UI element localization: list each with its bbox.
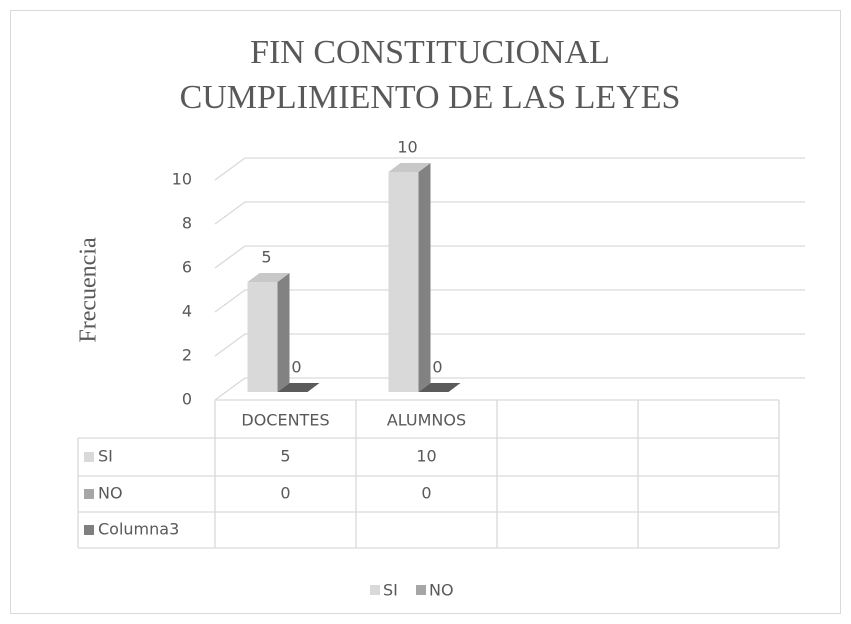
- grid-line: [214, 289, 805, 313]
- table-row-label: SI: [98, 447, 113, 466]
- x-tick-label: ALUMNOS: [387, 411, 466, 430]
- data-label: 10: [397, 138, 417, 157]
- chart-title: FIN CONSTITUCIONAL: [250, 34, 610, 71]
- table-cell: 10: [416, 447, 436, 466]
- table-legend-key: [84, 489, 94, 499]
- table-legend-key: [84, 452, 94, 462]
- bar-top: [247, 273, 290, 282]
- table-cell: 0: [280, 484, 290, 503]
- x-tick-label: DOCENTES: [241, 411, 329, 430]
- y-tick-label: 8: [182, 214, 192, 233]
- y-tick-label: 2: [182, 346, 192, 365]
- table-row-label: NO: [98, 484, 123, 503]
- bar: [247, 282, 278, 392]
- grid-line: [214, 201, 805, 225]
- bar: [388, 172, 419, 392]
- grid-line: [214, 157, 805, 181]
- data-label: 5: [261, 248, 271, 267]
- y-tick-label: 6: [182, 258, 192, 277]
- data-label: 0: [291, 358, 301, 377]
- table-cell: 5: [280, 447, 290, 466]
- y-axis-label: Frecuencia: [76, 237, 102, 343]
- bar-top: [277, 383, 320, 392]
- legend-label: NO: [429, 581, 454, 600]
- legend-key: [370, 585, 380, 595]
- bar-side: [418, 163, 431, 392]
- bar-top: [418, 383, 461, 392]
- data-label: 0: [432, 358, 442, 377]
- grid-line: [214, 245, 805, 269]
- table-cell: 0: [421, 484, 431, 503]
- y-tick-label: 10: [172, 170, 192, 189]
- bar-side: [277, 273, 290, 392]
- y-tick-label: 4: [182, 302, 192, 321]
- y-tick-label: 0: [182, 390, 192, 409]
- table-row-label: Columna3: [98, 520, 179, 539]
- chart-title: CUMPLIMIENTO DE LAS LEYES: [180, 79, 681, 116]
- legend-key: [416, 585, 426, 595]
- grid-line: [214, 377, 805, 401]
- table-legend-key: [84, 525, 94, 535]
- bar-top: [388, 163, 431, 172]
- legend-label: SI: [383, 581, 398, 600]
- grid-line: [214, 333, 805, 357]
